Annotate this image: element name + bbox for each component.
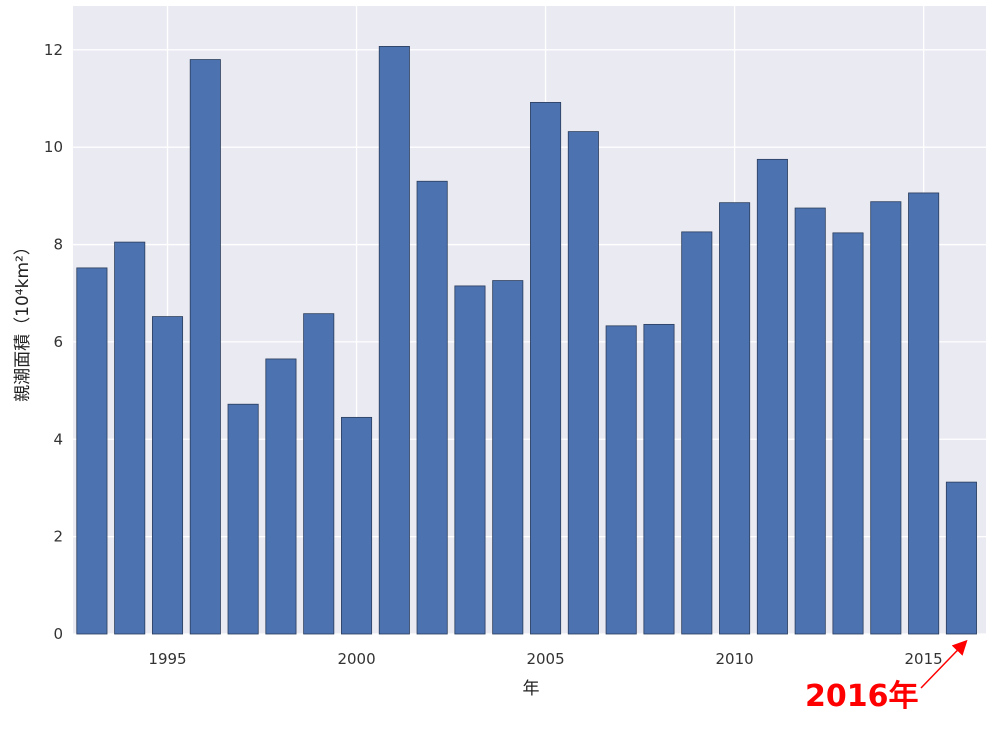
x-axis-ticks: 1995 2000 2005 2010 2015 <box>148 650 942 668</box>
bar-2011 <box>756 158 788 635</box>
x-tick-label: 2015 <box>905 650 943 668</box>
annotation-arrow <box>920 639 968 689</box>
bar-2008 <box>643 323 675 635</box>
bars <box>76 46 977 635</box>
bar-1998 <box>265 358 297 635</box>
y-tick-label: 8 <box>53 236 63 254</box>
y-axis-ticks: 0 2 4 6 8 10 12 <box>44 41 63 643</box>
x-tick-label: 2000 <box>337 650 375 668</box>
bar-1999 <box>303 313 335 635</box>
x-tick-label: 2010 <box>716 650 754 668</box>
x-tick-label: 2005 <box>526 650 564 668</box>
bar-2003 <box>454 285 486 635</box>
bar-1997 <box>227 403 259 635</box>
bar-2010 <box>719 202 751 635</box>
bar-1996 <box>189 59 221 635</box>
x-tick-label: 1995 <box>148 650 186 668</box>
bar-2005 <box>530 101 562 635</box>
bar-2001 <box>378 46 410 635</box>
bar-1993 <box>76 267 108 635</box>
y-tick-label: 12 <box>44 41 63 59</box>
bar-2006 <box>567 131 599 635</box>
bar-1994 <box>114 241 146 635</box>
bar-2002 <box>416 180 448 635</box>
bar-2009 <box>681 231 713 635</box>
bar-2012 <box>794 207 826 635</box>
y-tick-label: 4 <box>53 430 63 448</box>
bar-2016 <box>945 481 977 635</box>
y-tick-label: 10 <box>44 138 63 156</box>
bar-2015 <box>908 192 940 635</box>
annotation-2016: 2016年 <box>805 679 919 714</box>
y-tick-label: 6 <box>53 333 63 351</box>
bar-2013 <box>832 232 864 635</box>
y-axis-label: 親潮面積（10⁴km²） <box>13 238 33 402</box>
bar-1995 <box>151 316 184 635</box>
x-axis-label: 年 <box>523 679 540 699</box>
y-tick-label: 2 <box>53 528 63 546</box>
bar-2007 <box>605 325 637 635</box>
bar-2000 <box>341 416 373 635</box>
bar-2004 <box>492 280 524 635</box>
y-tick-label: 0 <box>53 625 63 643</box>
bar-2014 <box>870 201 902 635</box>
